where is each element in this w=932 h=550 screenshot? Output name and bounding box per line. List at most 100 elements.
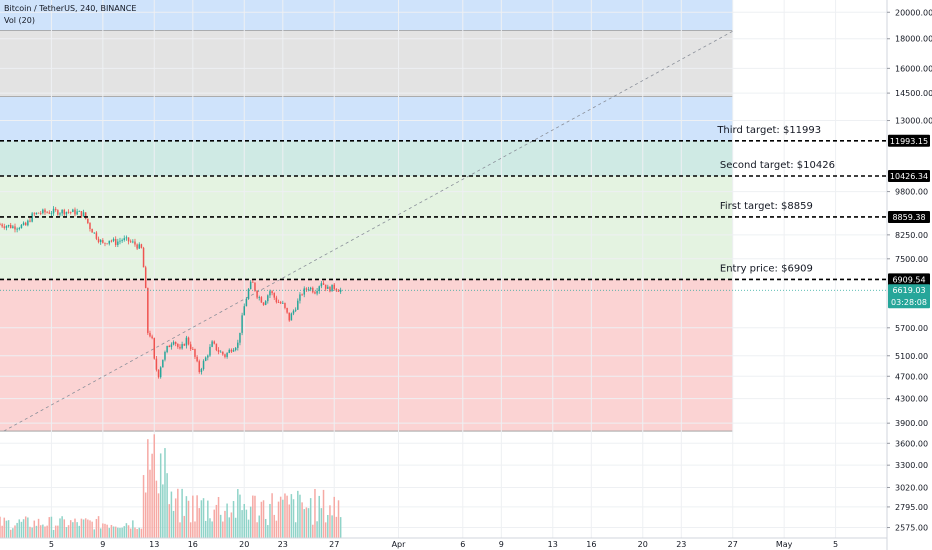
candle-body-52 bbox=[110, 240, 113, 242]
volume-bar-6 bbox=[12, 528, 14, 538]
volume-bar-127 bbox=[271, 493, 273, 538]
volume-bar-93 bbox=[198, 508, 201, 538]
candle-body-48 bbox=[102, 240, 104, 243]
candle-body-1 bbox=[1, 224, 3, 227]
price-tick-label-16: 2795.00 bbox=[895, 503, 928, 512]
candle-body-106 bbox=[226, 352, 228, 357]
volume-bar-73 bbox=[155, 480, 158, 538]
candle-body-104 bbox=[222, 351, 224, 355]
volume-bar-8 bbox=[16, 522, 18, 538]
volume-bar-152 bbox=[324, 522, 327, 538]
volume-bar-147 bbox=[314, 488, 316, 538]
candle-body-88 bbox=[187, 337, 190, 345]
volume-bar-153 bbox=[327, 514, 329, 538]
volume-bar-7 bbox=[14, 525, 16, 538]
volume-bar-149 bbox=[318, 495, 320, 538]
candle-body-116 bbox=[247, 289, 250, 300]
time-axis[interactable]: 5 9 13 16 20 23 27 Apr 6 9 13 16 20 23 27 May 5 bbox=[0, 537, 887, 549]
candle-body-82 bbox=[174, 342, 177, 344]
candle-body-101 bbox=[215, 343, 218, 351]
volume-bar-56 bbox=[119, 527, 121, 538]
volume-bar-60 bbox=[127, 525, 130, 538]
candle-body-130 bbox=[277, 302, 280, 303]
volume-bar-136 bbox=[290, 494, 293, 538]
volume-bar-157 bbox=[335, 516, 338, 538]
candle-body-25 bbox=[52, 208, 55, 214]
volume-bar-99 bbox=[211, 521, 213, 538]
candle-body-59 bbox=[125, 237, 128, 239]
volume-bar-155 bbox=[331, 515, 333, 538]
candle-body-62 bbox=[132, 241, 134, 243]
volume-bar-95 bbox=[202, 498, 205, 538]
candle-body-64 bbox=[136, 244, 138, 249]
level-label-3: Entry price: $6909 bbox=[720, 263, 813, 274]
volume-bar-28 bbox=[59, 518, 61, 538]
volume-bar-156 bbox=[333, 496, 335, 538]
price-tick-label-0: 20000.00 bbox=[895, 8, 932, 17]
volume-bar-119 bbox=[254, 495, 256, 538]
time-tick-label-2: 13 bbox=[149, 540, 159, 549]
candle-body-103 bbox=[219, 351, 222, 353]
candle-body-122 bbox=[260, 297, 263, 303]
volume-bar-87 bbox=[185, 496, 188, 538]
candle-body-138 bbox=[294, 309, 297, 311]
volume-bars bbox=[0, 434, 342, 538]
volume-bar-17 bbox=[35, 525, 38, 538]
zone-5 bbox=[0, 279, 733, 432]
volume-bar-51 bbox=[108, 527, 111, 538]
zone-0 bbox=[0, 0, 733, 31]
candle-body-39 bbox=[82, 212, 85, 217]
candle-body-28 bbox=[59, 213, 61, 215]
candle-body-114 bbox=[243, 306, 245, 316]
volume-bar-96 bbox=[204, 520, 207, 538]
candle-body-89 bbox=[189, 344, 192, 350]
volume-bar-138 bbox=[294, 522, 297, 538]
candle-body-107 bbox=[228, 349, 230, 353]
candle-body-91 bbox=[194, 349, 196, 357]
level-badge-3 bbox=[888, 273, 930, 286]
candle-body-23 bbox=[48, 212, 51, 214]
volume-bar-40 bbox=[84, 518, 87, 538]
volume-bar-63 bbox=[134, 527, 136, 538]
candle-body-112 bbox=[239, 332, 241, 343]
volume-legend[interactable]: Vol (20) bbox=[4, 16, 35, 25]
volume-bar-47 bbox=[99, 528, 102, 538]
symbol-legend[interactable]: Bitcoin / TetherUS, 240, BINANCE bbox=[4, 4, 137, 13]
candle-body-117 bbox=[249, 281, 252, 290]
price-axis[interactable]: 20000.00 18000.00 16000.00 14500.00 13000.00… bbox=[886, 0, 932, 550]
price-badges: 11993.15 10426.34 8859.38 6909.54 6619.03 03:… bbox=[888, 134, 930, 309]
candle-body-37 bbox=[78, 211, 81, 212]
candle-body-42 bbox=[89, 223, 91, 230]
candle-body-126 bbox=[269, 291, 271, 296]
volume-bar-122 bbox=[260, 501, 263, 538]
volume-bar-86 bbox=[183, 515, 186, 538]
candle-body-69 bbox=[147, 288, 149, 333]
volume-bar-45 bbox=[95, 518, 98, 538]
volume-bar-15 bbox=[31, 527, 33, 538]
candle-body-105 bbox=[224, 354, 226, 357]
price-tick-label-9: 5100.00 bbox=[895, 352, 928, 361]
volume-bar-151 bbox=[322, 489, 325, 538]
volume-bar-66 bbox=[140, 528, 143, 538]
volume-bar-140 bbox=[299, 494, 301, 538]
candle-body-109 bbox=[232, 350, 235, 352]
candle-body-6 bbox=[12, 226, 14, 229]
candle-body-86 bbox=[183, 344, 186, 346]
candle-body-149 bbox=[318, 286, 320, 291]
level-badge-2 bbox=[888, 210, 930, 223]
volume-bar-62 bbox=[132, 520, 134, 538]
volume-bar-150 bbox=[320, 508, 323, 538]
candle-body-41 bbox=[87, 218, 89, 224]
grid bbox=[0, 0, 887, 538]
candle-body-144 bbox=[307, 289, 310, 291]
candle-body-81 bbox=[172, 342, 175, 345]
candle-body-151 bbox=[322, 283, 325, 285]
candle-body-110 bbox=[234, 347, 237, 351]
volume-bar-54 bbox=[114, 526, 117, 538]
volume-bar-71 bbox=[151, 453, 153, 538]
volume-bar-38 bbox=[80, 518, 83, 538]
price-tick-label-2: 16000.00 bbox=[895, 64, 932, 73]
candle-body-27 bbox=[57, 210, 59, 215]
volume-bar-158 bbox=[337, 500, 340, 538]
